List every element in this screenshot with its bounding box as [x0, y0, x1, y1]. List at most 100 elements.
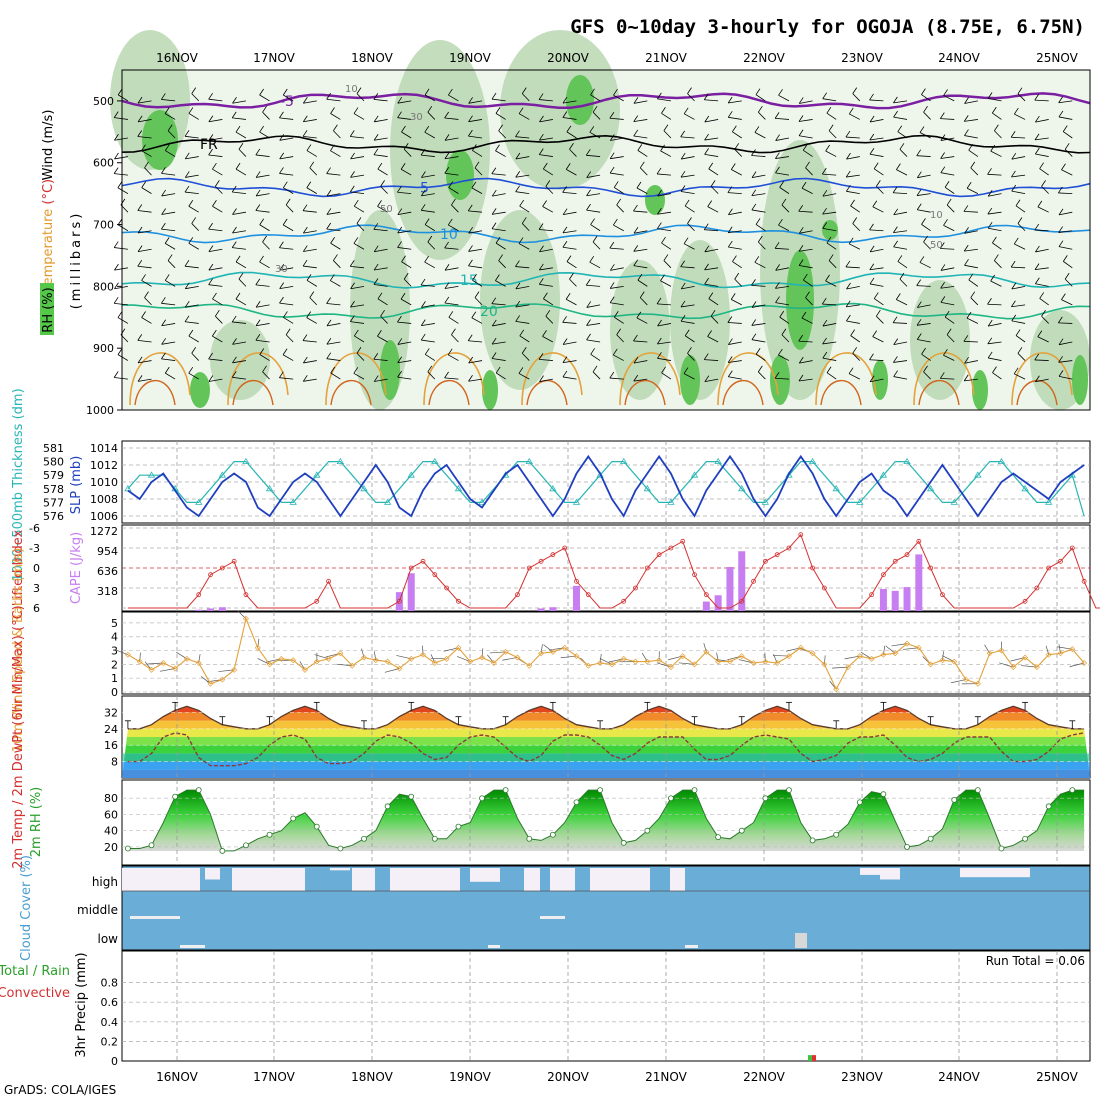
rh-marker — [549, 831, 556, 838]
wind-barb — [916, 285, 931, 287]
wind-barb-flag — [633, 259, 639, 266]
wind-barb — [758, 111, 766, 120]
wind-barb-flag — [231, 185, 237, 193]
wind-barb-flag — [326, 189, 332, 197]
wind-barb — [640, 167, 648, 176]
wind-barb — [498, 260, 506, 269]
lifted-index-marker — [656, 552, 662, 558]
wind-barb-flag — [589, 126, 595, 133]
wind-barb — [1058, 211, 1073, 216]
wind-barb — [917, 209, 931, 213]
wind10m-marker — [573, 653, 580, 660]
wind-barb — [731, 169, 742, 176]
wind-barb-flag — [208, 278, 213, 285]
wind-barb-flag — [566, 125, 572, 133]
wind-barb-flag — [521, 217, 527, 224]
wind-barb-flag — [821, 297, 827, 305]
wind-barb — [424, 94, 436, 102]
wind-barb-flag — [846, 314, 851, 322]
lifted-index-marker — [881, 572, 886, 578]
wind-barb — [1035, 153, 1049, 157]
wind-barb — [799, 360, 813, 364]
wind-barb — [710, 186, 719, 194]
wind-barb-flag — [1037, 200, 1043, 208]
wind-barb-flag — [846, 185, 851, 192]
wind-barb — [137, 339, 152, 343]
wind-barb-flag — [397, 226, 403, 234]
rh-marker — [313, 823, 320, 830]
rh-marker — [620, 839, 627, 846]
wind-barb-flag — [779, 181, 784, 188]
date-label-bottom: 21NOV — [645, 1070, 687, 1084]
rh-marker — [668, 795, 674, 802]
warm-contour-inner — [820, 379, 862, 406]
wind-barb-flag — [491, 319, 497, 327]
lifted-index-marker — [1022, 598, 1028, 604]
wind-barb-flag — [235, 162, 241, 170]
wind-barb — [303, 360, 317, 364]
wind-barb-flag — [968, 273, 974, 281]
thickness-marker — [879, 471, 888, 478]
wind-barb — [302, 340, 317, 343]
precip-tick: 0.4 — [101, 1016, 119, 1029]
wind-barb-flag — [943, 89, 948, 96]
wind10m-marker — [679, 653, 686, 660]
wind-barb — [137, 100, 152, 104]
wind-barb — [397, 341, 412, 345]
wind-barb — [822, 323, 837, 327]
wind-barb — [137, 230, 152, 234]
wind-barb-flag — [373, 263, 379, 271]
wind-barb — [586, 193, 601, 197]
wind-barb-flag — [538, 223, 544, 230]
rh-shade-high — [380, 340, 400, 400]
wind-barb — [734, 149, 743, 157]
wind-barb-flag — [845, 130, 851, 138]
wind-barb — [303, 378, 317, 382]
wind-barb-flag — [232, 226, 237, 234]
wind-barb — [940, 156, 955, 159]
warm-contour — [325, 352, 387, 406]
wind-barb — [563, 341, 577, 345]
wind-barb — [282, 224, 294, 232]
wind-barb — [940, 248, 955, 250]
wind-barb — [779, 316, 790, 324]
wind-barb — [303, 119, 317, 123]
rh-marker — [337, 845, 344, 852]
wind-barb-flag — [215, 180, 220, 187]
slp-tick: 1014 — [90, 442, 118, 455]
wind-barb — [639, 297, 648, 306]
wind-barb-flag — [212, 200, 217, 207]
date-label-top: 16NOV — [156, 51, 198, 65]
wind-barb-flag — [636, 311, 642, 319]
wind-barb-flag — [333, 254, 338, 261]
temp-band — [122, 745, 1090, 754]
wind-barb-flag — [235, 125, 241, 133]
wind-barb-flag — [259, 125, 264, 133]
wind-barb-flag — [397, 241, 402, 248]
wind-barb-flag — [353, 199, 359, 207]
wind-barb — [515, 321, 530, 324]
wind-barb — [448, 224, 459, 232]
wind-barb — [353, 372, 365, 380]
wind-barb-flag — [680, 260, 685, 267]
wind-barb-flag — [825, 274, 830, 282]
wind10m-marker — [207, 680, 214, 687]
wind-barb — [256, 193, 270, 197]
wind-barb — [330, 242, 341, 250]
wind-barb-flag — [309, 291, 315, 298]
wind-barb-flag — [330, 107, 335, 114]
wind-barb-flag — [893, 208, 899, 216]
wind-barb — [1017, 93, 1026, 102]
wind-barb — [778, 354, 790, 361]
wind-barb — [728, 116, 742, 120]
wind-barb-flag — [801, 181, 807, 189]
wind-barb-flag — [657, 189, 662, 197]
wind-barb — [751, 339, 766, 343]
temp-contour — [121, 134, 1091, 154]
wind-barb-flag — [137, 260, 143, 267]
wind-barb-flag — [542, 330, 547, 337]
millibars-label: (millibars) — [69, 211, 84, 310]
lifted-index-marker — [1058, 558, 1063, 564]
wind-barb — [539, 137, 553, 141]
wind-barb — [586, 284, 601, 287]
